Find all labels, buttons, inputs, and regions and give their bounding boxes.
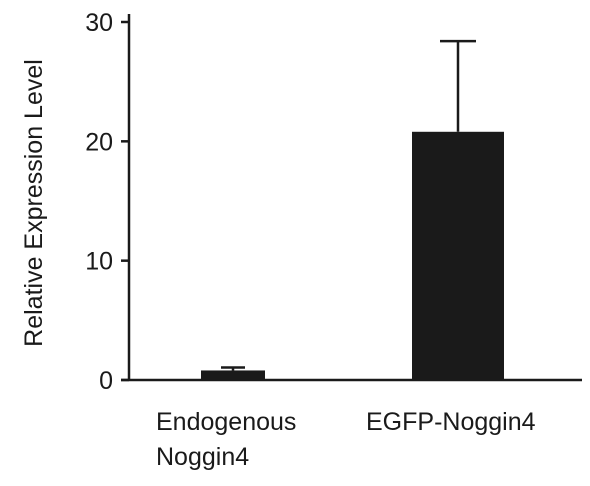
y-tick-label: 30 [85, 9, 113, 37]
bar [201, 370, 265, 380]
y-tick-label: 0 [99, 367, 113, 395]
error-bars-group [221, 39, 476, 371]
y-tick-label: 10 [85, 248, 113, 276]
bars-group [201, 131, 504, 380]
y-tick-label: 20 [85, 128, 113, 156]
category-label: Noggin4 [156, 443, 249, 471]
category-labels: Endogenous Noggin4 EGFP-Noggin4 [156, 408, 536, 471]
bar [412, 131, 504, 380]
y-axis-title: Relative Expression Level [20, 59, 48, 347]
category-label: Endogenous [156, 408, 296, 436]
category-label: EGFP-Noggin4 [366, 408, 536, 436]
y-axis-ticks: 0 10 20 30 [85, 9, 129, 395]
